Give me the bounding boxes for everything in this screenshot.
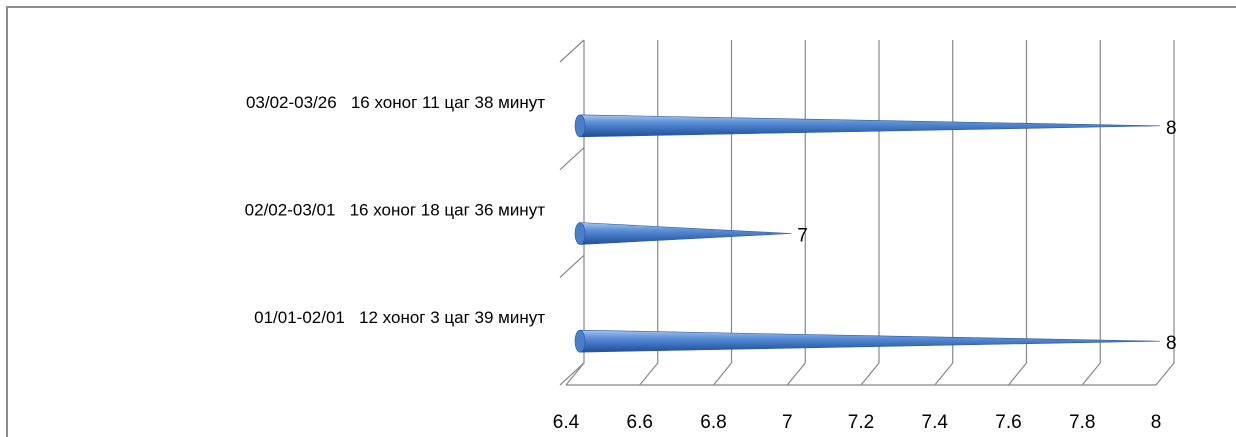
x-tick-label: 7.4 — [922, 412, 949, 433]
cone-bar — [579, 329, 1161, 353]
category-tick — [559, 362, 585, 386]
x-tick-label: 7.8 — [1069, 412, 1095, 433]
floor-gridline — [713, 362, 732, 386]
gridlines — [565, 40, 1175, 386]
category-label: 01/01-02/01 12 хоног 3 цаг 39 минут — [254, 308, 545, 327]
floor-gridline — [786, 362, 806, 386]
x-tick-label: 8 — [1151, 412, 1162, 433]
floor-gridline — [565, 362, 585, 386]
category-tick — [559, 254, 585, 278]
category-label: 02/02-03/01 16 хоног 18 цаг 36 минут — [245, 201, 546, 220]
x-tick-label: 7.2 — [848, 412, 874, 433]
x-tick-label: 6.6 — [627, 412, 653, 433]
category-tick — [559, 39, 585, 63]
category-label: 03/02-03/26 16 хоног 11 цаг 38 минут — [246, 93, 545, 112]
floor-gridline — [934, 362, 954, 386]
axes — [559, 39, 1156, 386]
bars — [574, 114, 1161, 353]
labels: 6.4 6.6 6.8 7 7.2 7.4 7.6 7.8 8 8 01/01-02/01 12 х… — [245, 93, 1177, 433]
x-tick-label: 7 — [782, 412, 793, 433]
x-tick-label: 6.8 — [700, 412, 726, 433]
cone-bar — [579, 114, 1161, 138]
floor-gridline — [1155, 362, 1175, 386]
data-label: 7 — [797, 226, 808, 247]
chart-border — [6, 6, 1236, 437]
floor-gridline — [860, 362, 880, 386]
floor-gridline — [639, 362, 659, 386]
floor-gridline — [1008, 362, 1027, 386]
cone-base — [574, 114, 586, 138]
data-label: 8 — [1166, 333, 1177, 354]
category-tick — [559, 147, 585, 171]
data-label: 8 — [1166, 118, 1177, 139]
cone-base — [574, 222, 586, 245]
x-tick-label: 6.4 — [553, 412, 580, 433]
floor-gridline — [1081, 362, 1101, 386]
x-tick-label: 7.6 — [995, 412, 1021, 433]
cone-bar — [579, 222, 792, 245]
cone-base — [574, 329, 586, 353]
